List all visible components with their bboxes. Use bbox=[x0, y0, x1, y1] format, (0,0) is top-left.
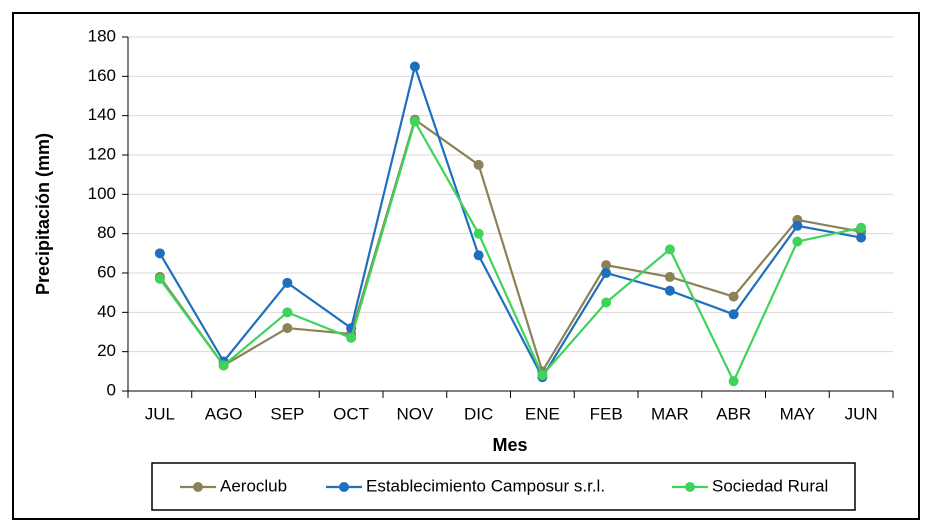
point bbox=[792, 236, 803, 247]
x-tick-label: NOV bbox=[396, 404, 434, 423]
point bbox=[728, 376, 739, 387]
legend-marker bbox=[685, 482, 695, 492]
legend-marker bbox=[193, 482, 203, 492]
x-tick-label: FEB bbox=[590, 404, 623, 423]
y-tick-label: 140 bbox=[88, 105, 116, 124]
y-tick-label: 0 bbox=[107, 380, 116, 399]
series-line bbox=[158, 117, 862, 375]
point bbox=[664, 285, 675, 296]
legend-marker bbox=[339, 482, 349, 492]
x-tick-label: DIC bbox=[464, 404, 493, 423]
series-line bbox=[158, 62, 862, 380]
point bbox=[282, 307, 293, 318]
point bbox=[856, 232, 867, 243]
point bbox=[409, 116, 420, 127]
x-tick-label: ENE bbox=[525, 404, 560, 423]
point bbox=[792, 220, 803, 231]
point bbox=[154, 273, 165, 284]
point bbox=[601, 260, 612, 271]
point bbox=[537, 370, 548, 381]
point bbox=[282, 277, 293, 288]
y-tick-label: 120 bbox=[88, 144, 116, 163]
point bbox=[728, 309, 739, 320]
legend-label: Sociedad Rural bbox=[712, 476, 828, 495]
point bbox=[601, 297, 612, 308]
y-tick-label: 160 bbox=[88, 66, 116, 85]
x-axis-label: Mes bbox=[492, 435, 527, 455]
x-tick-label: JUN bbox=[845, 404, 878, 423]
point bbox=[601, 268, 612, 278]
point bbox=[346, 332, 357, 343]
x-tick-label: AGO bbox=[205, 404, 243, 423]
legend-box bbox=[151, 462, 856, 511]
x-tick-label: MAY bbox=[780, 404, 816, 423]
y-tick-label: 40 bbox=[97, 302, 116, 321]
y-tick-label: 20 bbox=[97, 341, 116, 360]
y-tick-label: 180 bbox=[88, 26, 116, 45]
x-tick-label: MAR bbox=[651, 404, 689, 423]
y-tick-label: 100 bbox=[88, 184, 116, 203]
point bbox=[218, 360, 229, 371]
point bbox=[728, 291, 739, 302]
point bbox=[282, 323, 293, 334]
legend-label: Establecimiento Camposur s.r.l. bbox=[366, 476, 605, 495]
frame bbox=[12, 12, 920, 520]
x-tick-label: JUL bbox=[145, 404, 175, 423]
point bbox=[473, 228, 484, 239]
y-tick-label: 60 bbox=[97, 262, 116, 281]
x-tick-label: OCT bbox=[333, 404, 369, 423]
point bbox=[856, 222, 867, 233]
legend-label: Aeroclub bbox=[220, 476, 287, 495]
point bbox=[473, 250, 484, 261]
point bbox=[409, 61, 420, 72]
y-axis-label: Precipitación (mm) bbox=[33, 133, 53, 295]
x-tick-label: SEP bbox=[270, 404, 304, 423]
point bbox=[664, 244, 675, 255]
y-tick-label: 80 bbox=[97, 223, 116, 242]
point bbox=[473, 159, 484, 170]
point bbox=[664, 271, 675, 282]
series-line bbox=[158, 118, 862, 384]
point bbox=[154, 248, 165, 259]
x-tick-label: ABR bbox=[716, 404, 751, 423]
